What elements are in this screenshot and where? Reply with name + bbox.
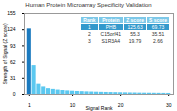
svg-text:124: 124 <box>7 26 16 32</box>
svg-text:62: 62 <box>10 59 16 65</box>
svg-text:Signal Rank: Signal Rank <box>86 105 113 111</box>
html-text:1: 1 <box>88 24 91 30</box>
html-text:Protein: Protein <box>102 17 120 23</box>
svg-text:155: 155 <box>7 10 16 16</box>
html-text:2.66: 2.66 <box>153 38 163 44</box>
html-text:2: 2 <box>88 31 91 37</box>
svg-text:30: 30 <box>166 102 172 108</box>
svg-text:20: 20 <box>118 102 124 108</box>
html-text:Human Protein Microarray Speci: Human Protein Microarray Specificity Val… <box>25 2 152 8</box>
html-text:PHB: PHB <box>105 24 116 30</box>
html-text:125.63: 125.63 <box>127 24 143 30</box>
svg-text:31: 31 <box>10 75 16 81</box>
svg-text:93: 93 <box>10 43 16 49</box>
html-text:69.73: 69.73 <box>151 24 165 30</box>
svg-text:Strength of Signal (Z score): Strength of Signal (Z score) <box>2 23 8 84</box>
svg-text:10: 10 <box>70 102 76 108</box>
html-text:C15orf41: C15orf41 <box>100 31 122 37</box>
html-text:S1R3A4: S1R3A4 <box>101 38 121 44</box>
html-text:55.3: 55.3 <box>130 31 140 37</box>
html-text:19.79: 19.79 <box>128 38 142 44</box>
svg-text:0: 0 <box>13 91 16 97</box>
html-text:S score: S score <box>148 17 167 23</box>
html-text:3: 3 <box>88 38 91 44</box>
html-text:35.51: 35.51 <box>151 31 165 37</box>
html-text:Z score: Z score <box>126 17 144 23</box>
html-text:Rank: Rank <box>83 17 96 23</box>
svg-text:1: 1 <box>28 102 31 108</box>
